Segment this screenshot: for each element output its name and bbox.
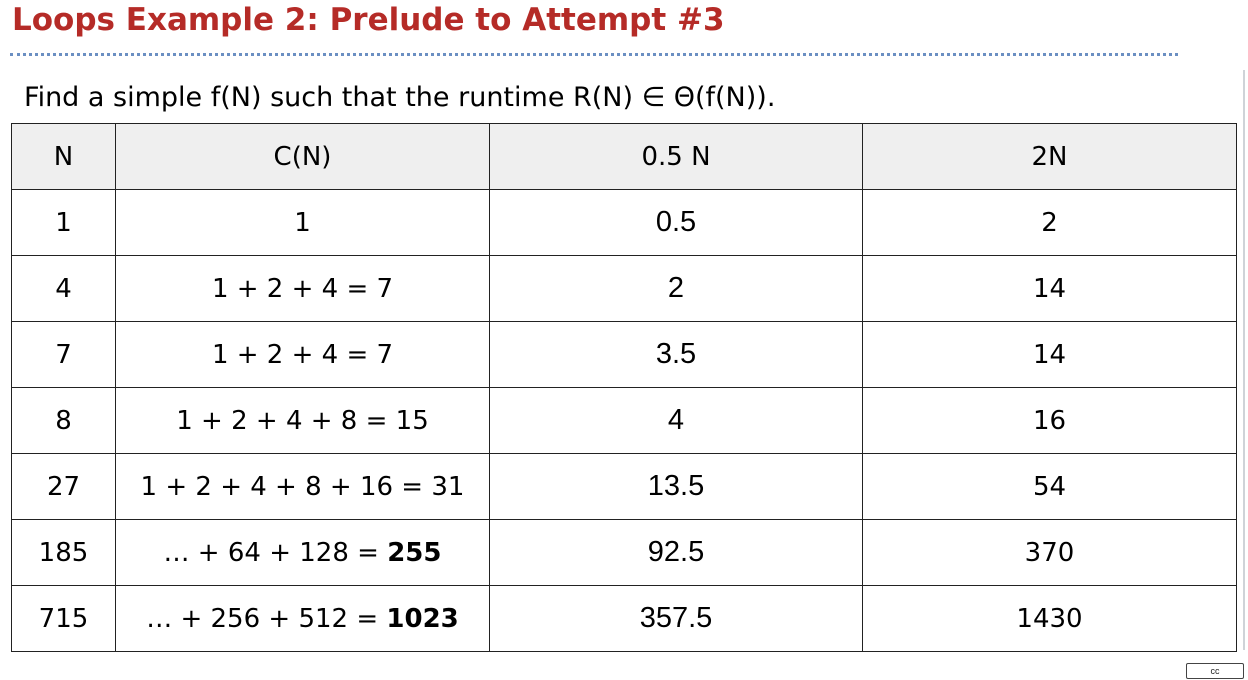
c-of-n-expression: … + 256 + 512 = [146,603,387,634]
header-n: N [11,123,116,190]
header-half-n: 0.5 N [489,123,863,190]
cell-n: 715 [11,585,116,652]
header-c-of-n: C(N) [115,123,490,190]
table-row: 4 1 + 2 + 4 = 7 2 14 [11,255,1237,322]
c-of-n-expression: … + 64 + 128 = [163,537,388,568]
slide-title: Loops Example 2: Prelude to Attempt #3 [12,2,725,38]
right-edge-rule [1243,70,1245,650]
table-row: 1 1 0.5 2 [11,189,1237,256]
cell-half-n: 2 [489,255,863,322]
cell-half-n: 357.5 [489,585,863,652]
c-of-n-result: 1023 [386,603,459,634]
cell-two-n: 370 [862,519,1237,586]
cell-two-n: 16 [862,387,1237,454]
cell-two-n: 1430 [862,585,1237,652]
cell-n: 185 [11,519,116,586]
cell-half-n: 4 [489,387,863,454]
cell-c-of-n: 1 + 2 + 4 + 8 = 15 [115,387,490,454]
c-of-n-expression: 1 + 2 + 4 + 8 = 15 [176,405,429,436]
table-row: 7 1 + 2 + 4 = 7 3.5 14 [11,321,1237,388]
cell-two-n: 2 [862,189,1237,256]
c-of-n-expression: 1 + 2 + 4 = 7 [211,339,394,370]
cell-c-of-n: … + 256 + 512 = 1023 [115,585,490,652]
cell-half-n: 3.5 [489,321,863,388]
cell-c-of-n: 1 + 2 + 4 = 7 [115,321,490,388]
table-row: 715… + 256 + 512 = 1023 357.5 1430 [11,585,1237,652]
header-two-n: 2N [862,123,1237,190]
cell-two-n: 14 [862,321,1237,388]
runtime-table: N C(N) 0.5 N 2N 1 1 0.5 2 4 1 + 2 + 4 = 7 2 14 7… [11,123,1237,652]
table-row: 185… + 64 + 128 = 255 92.5 370 [11,519,1237,586]
cell-c-of-n: … + 64 + 128 = 255 [115,519,490,586]
license-badge-label: cc [1210,666,1220,676]
table-row: 27 1 + 2 + 4 + 8 + 16 = 31 13.5 54 [11,453,1237,520]
c-of-n-expression: 1 + 2 + 4 + 8 + 16 = 31 [140,471,465,502]
cell-n: 8 [11,387,116,454]
cell-two-n: 14 [862,255,1237,322]
table-row: 8 1 + 2 + 4 + 8 = 15 4 16 [11,387,1237,454]
c-of-n-expression: 1 + 2 + 4 = 7 [211,273,394,304]
c-of-n-expression: 1 [294,207,311,238]
creative-commons-by-nc-sa-icon: cc [1186,663,1244,679]
cell-half-n: 0.5 [489,189,863,256]
cell-half-n: 13.5 [489,453,863,520]
cell-half-n: 92.5 [489,519,863,586]
cell-c-of-n: 1 + 2 + 4 + 8 + 16 = 31 [115,453,490,520]
cell-n: 27 [11,453,116,520]
cell-c-of-n: 1 + 2 + 4 = 7 [115,255,490,322]
cell-n: 1 [11,189,116,256]
cell-c-of-n: 1 [115,189,490,256]
cell-two-n: 54 [862,453,1237,520]
slide-subtitle: Find a simple f(N) such that the runtime… [24,82,776,113]
cell-n: 7 [11,321,116,388]
c-of-n-result: 255 [387,537,442,568]
cell-n: 4 [11,255,116,322]
title-divider [10,53,1178,56]
table-header-row: N C(N) 0.5 N 2N [11,123,1237,190]
